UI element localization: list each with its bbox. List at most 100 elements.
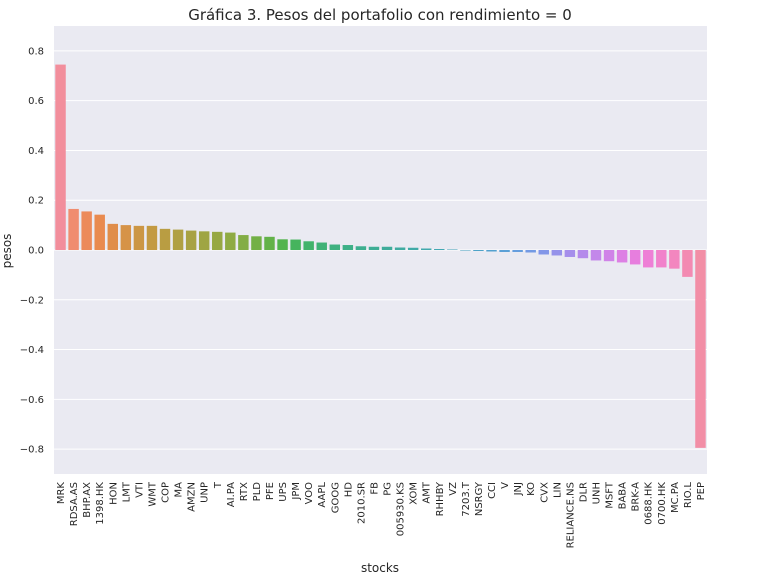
x-tick-label: AI.PA — [226, 482, 237, 507]
bar — [238, 235, 249, 250]
x-tick-label: PLD — [252, 482, 263, 502]
bar — [564, 250, 576, 257]
x-tick-label: RELIANCE.NS — [565, 482, 576, 548]
bar — [447, 249, 458, 251]
x-tick-label: 0688.HK — [644, 482, 655, 525]
bar — [120, 225, 132, 250]
bar — [420, 248, 432, 250]
bar — [198, 231, 210, 250]
x-tick-label: COP — [161, 482, 172, 503]
bar — [381, 246, 393, 250]
bar — [368, 246, 380, 250]
bar — [355, 246, 367, 250]
bar — [590, 250, 602, 261]
y-tick-label: −0.6 — [20, 395, 44, 406]
y-tick-labels: 0.8 0.6 0.4 0.2 0.0 −0.2 −0.4 −0.6 −0.8 — [20, 46, 44, 455]
x-tick-label: UNP — [200, 482, 211, 503]
bar — [277, 239, 288, 250]
x-tick-label: 1398.HK — [95, 482, 106, 525]
bar — [629, 250, 641, 265]
y-tick-label: 0.4 — [28, 146, 44, 157]
x-tick-label: UPS — [278, 482, 289, 502]
bar — [669, 250, 680, 269]
x-tick-label: AMT — [422, 481, 433, 503]
bars — [55, 64, 706, 448]
bar — [473, 250, 484, 251]
bar — [407, 247, 419, 250]
bar — [603, 250, 615, 262]
x-tick-label: AMZN — [187, 482, 198, 512]
bar — [486, 250, 497, 252]
x-tick-label: JPM — [291, 482, 302, 501]
x-tick-label: JNJ — [513, 482, 524, 496]
bar — [94, 214, 105, 250]
bar — [225, 232, 236, 250]
y-tick-label: −0.4 — [20, 345, 44, 356]
bar — [316, 242, 327, 250]
y-tick-label: 0.6 — [28, 96, 44, 107]
bar — [616, 250, 628, 263]
x-tick-label: MC.PA — [670, 482, 681, 513]
x-tick-label: MRK — [56, 482, 67, 505]
bar — [460, 250, 471, 251]
bar — [538, 250, 549, 255]
x-tick-label: RDSA.AS — [69, 482, 80, 526]
x-tick-label: RHHBY — [435, 481, 446, 516]
bar — [329, 244, 341, 250]
bar — [656, 250, 667, 268]
x-tick-label: AAPL — [317, 482, 328, 508]
y-tick-label: 0.2 — [28, 196, 44, 207]
y-tick-label: −0.8 — [20, 445, 44, 456]
x-tick-label: WMT — [147, 481, 158, 507]
x-tick-label: MSFT — [605, 481, 616, 509]
bar — [434, 249, 445, 250]
bar — [342, 245, 354, 250]
x-axis-label: stocks — [361, 561, 399, 575]
bar — [68, 208, 79, 250]
bar — [512, 250, 523, 252]
x-tick-label: 2010.SR — [356, 482, 367, 524]
x-tick-label: VTI — [134, 482, 145, 498]
bar — [264, 236, 275, 250]
y-tick-label: −0.2 — [20, 295, 44, 306]
bar — [525, 250, 536, 253]
bar — [133, 225, 145, 250]
x-tick-label: PG — [383, 482, 394, 496]
gridlines — [54, 50, 707, 450]
x-tick-label: BRK-A — [631, 482, 642, 512]
x-tick-label: CCI — [487, 482, 498, 499]
x-tick-label: VZ — [448, 482, 459, 496]
x-tick-label: HD — [343, 482, 354, 498]
x-tick-labels: MRK RDSA.AS BHP.AX 1398.HK HON LMT VTI WMT COP MA… — [56, 481, 707, 548]
bar — [303, 241, 314, 250]
x-tick-label: NSRGY — [474, 481, 485, 516]
x-tick-label: RIO.L — [683, 482, 694, 509]
x-tick-label: DLR — [578, 482, 589, 502]
x-tick-label: V — [500, 482, 511, 489]
bar — [290, 239, 301, 250]
x-tick-label: MA — [174, 482, 185, 498]
bar — [172, 229, 184, 250]
bar — [643, 250, 654, 268]
x-tick-label: GOOG — [330, 482, 341, 513]
x-tick-label: RTX — [239, 482, 250, 501]
x-tick-label: UNH — [591, 482, 602, 504]
x-tick-label: BABA — [618, 482, 629, 510]
x-tick-label: 7203.T — [461, 481, 472, 517]
x-tick-label: XOM — [409, 482, 420, 505]
x-tick-label: LMT — [121, 481, 132, 502]
bar — [394, 247, 406, 250]
bar — [251, 236, 262, 250]
bar — [55, 64, 66, 250]
x-tick-label: VOO — [304, 482, 315, 505]
x-tick-label: BHP.AX — [82, 482, 93, 518]
y-tick-label: 0.8 — [28, 46, 44, 57]
x-tick-label: T — [213, 481, 224, 489]
bar — [577, 250, 589, 259]
bar — [185, 230, 197, 250]
x-tick-label: 005930.KS — [396, 482, 407, 536]
bar — [212, 231, 223, 250]
x-tick-label: PEP — [696, 482, 707, 500]
x-tick-label: HON — [108, 482, 119, 505]
